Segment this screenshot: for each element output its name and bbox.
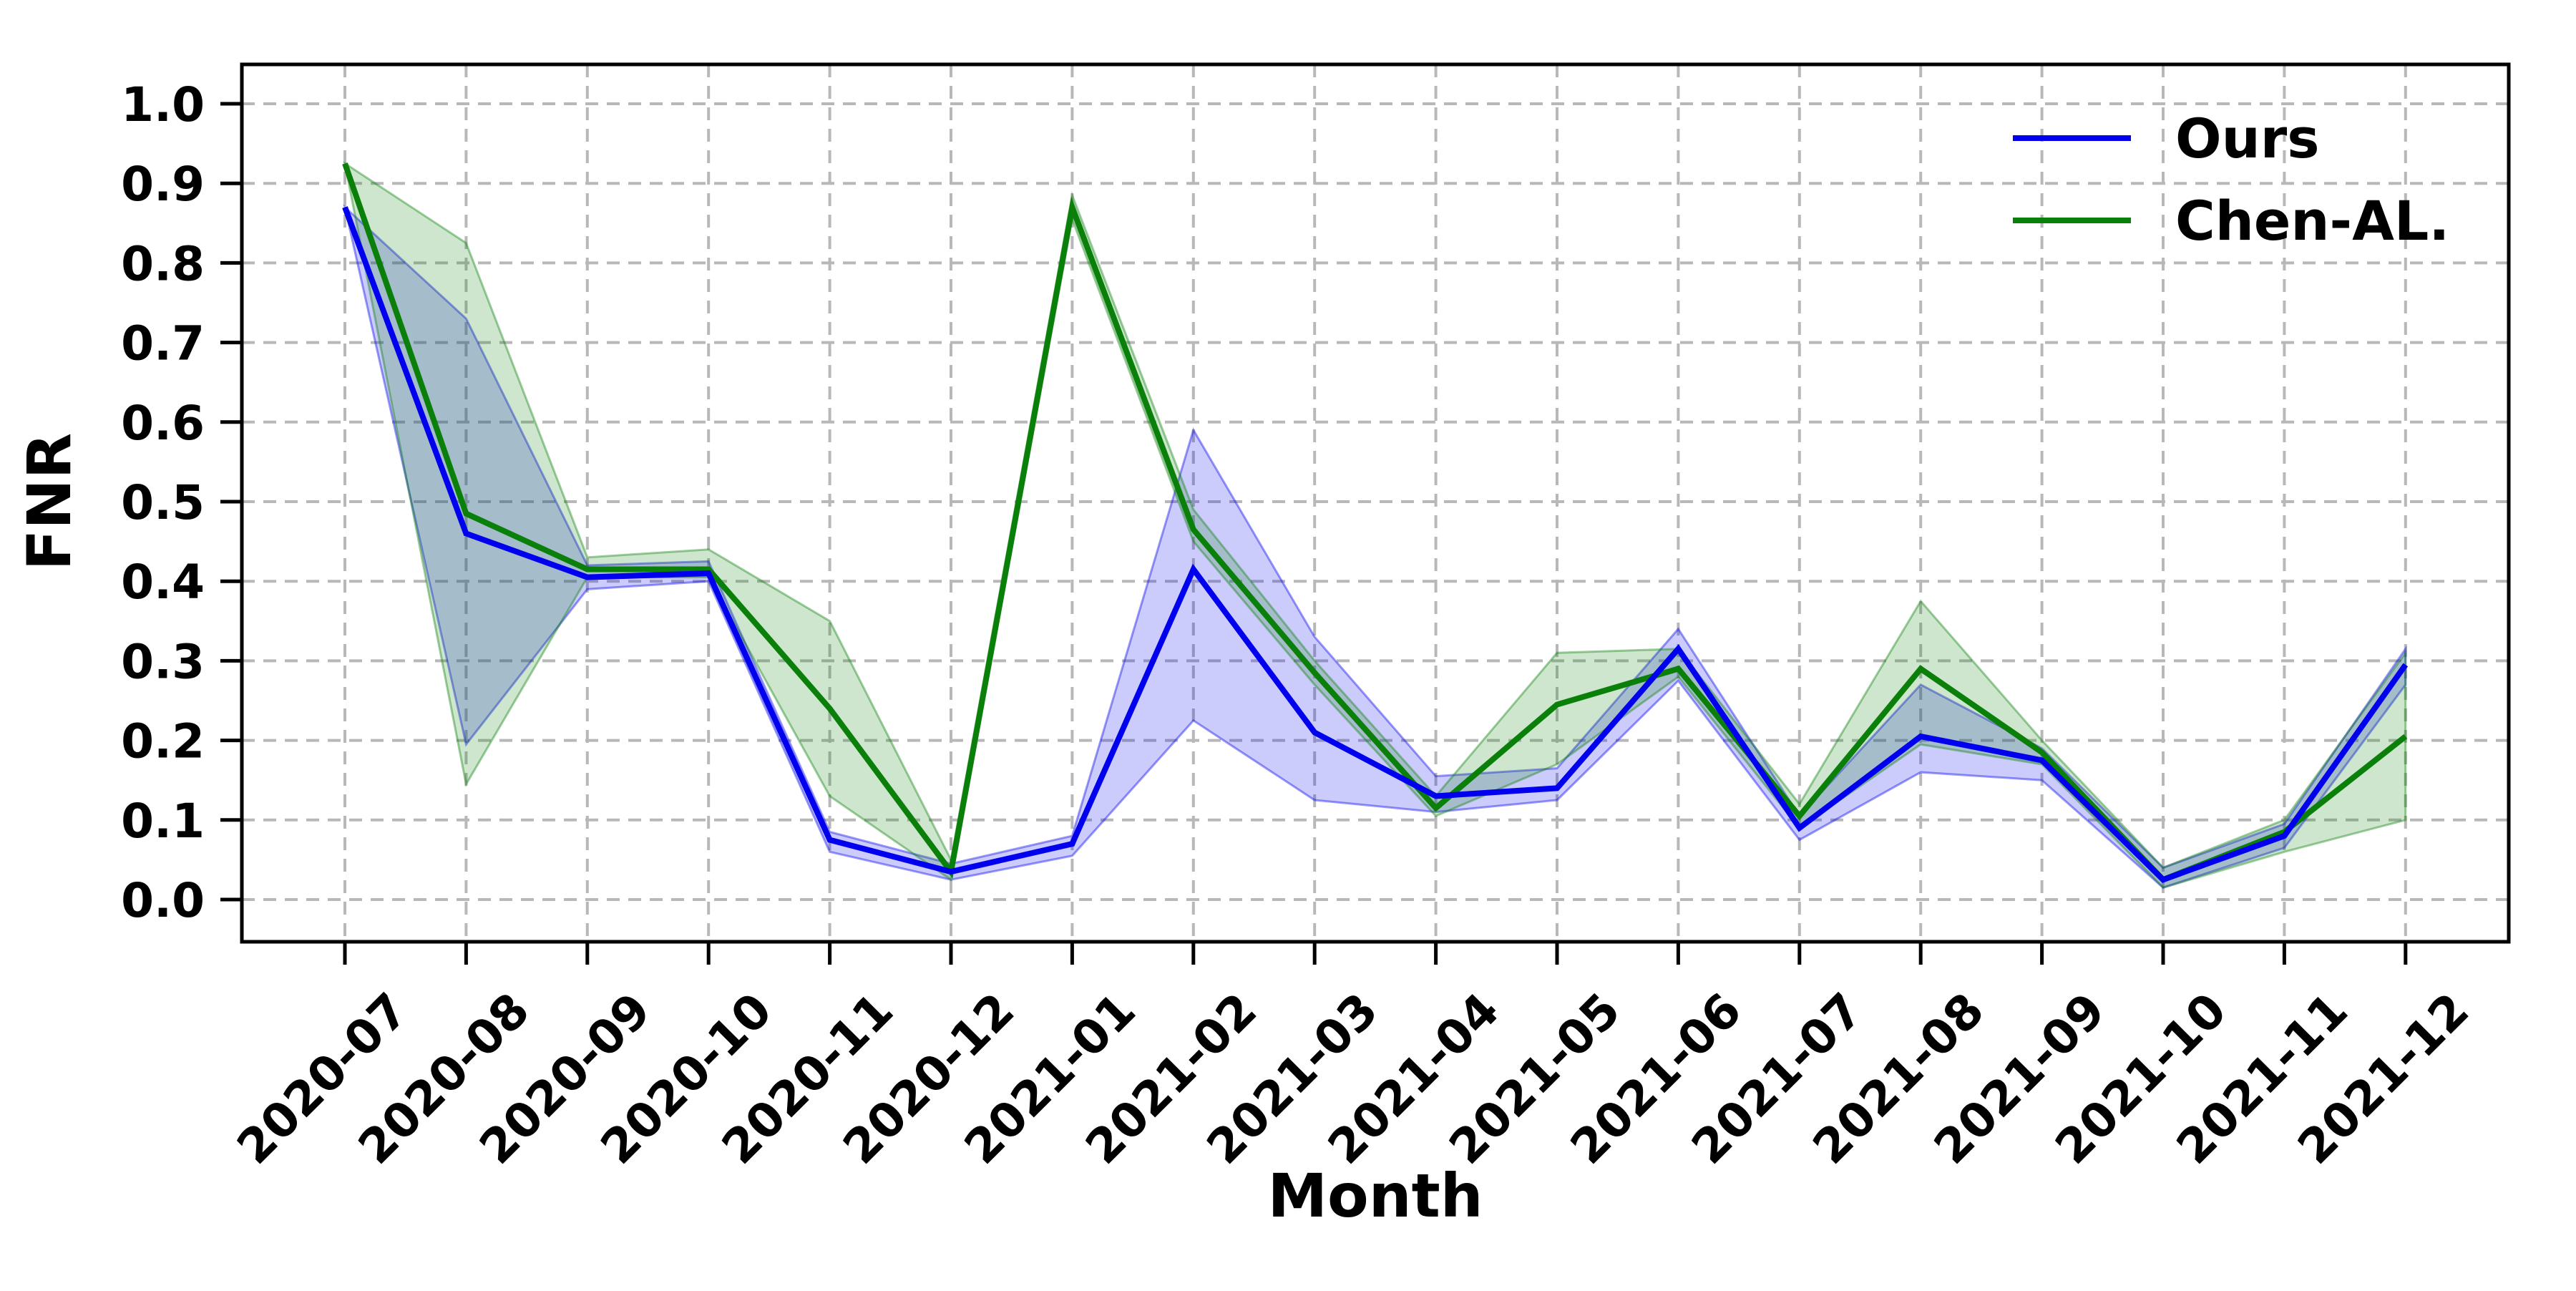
y-tick-label: 0.2	[121, 714, 205, 769]
legend-entry: Ours	[2013, 107, 2319, 170]
axis-ticks	[220, 102, 2408, 965]
y-tick-label: 0.8	[121, 236, 205, 291]
y-tick-label: 0.6	[121, 396, 205, 451]
y-tick-label: 0.9	[121, 157, 205, 212]
confidence-band-ours	[343, 204, 2407, 890]
legend-label: Chen-AL.	[2175, 189, 2449, 253]
data-lines	[342, 162, 2409, 883]
y-tick-label: 1.0	[121, 77, 205, 132]
axes-spines	[240, 62, 2511, 944]
legend-entry: Chen-AL.	[2013, 189, 2449, 253]
plot-frame	[240, 62, 2511, 944]
y-tick-label: 0.5	[121, 475, 205, 530]
x-axis-label: Month	[1267, 1161, 1483, 1231]
grid-lines	[242, 64, 2509, 942]
data-line-chenal	[342, 162, 2408, 883]
data-line-ours	[342, 206, 2409, 883]
y-tick-label: 0.7	[121, 316, 205, 371]
legend: Ours Chen-AL.	[2013, 107, 2449, 253]
confidence-bands	[343, 161, 2407, 890]
y-tick-label: 0.0	[121, 873, 205, 928]
y-tick-label: 0.3	[121, 634, 205, 689]
y-tick-label: 0.1	[121, 794, 205, 849]
y-tick-label: 0.4	[121, 555, 205, 610]
legend-label: Ours	[2175, 107, 2319, 170]
y-axis-label: FNR	[14, 433, 84, 570]
